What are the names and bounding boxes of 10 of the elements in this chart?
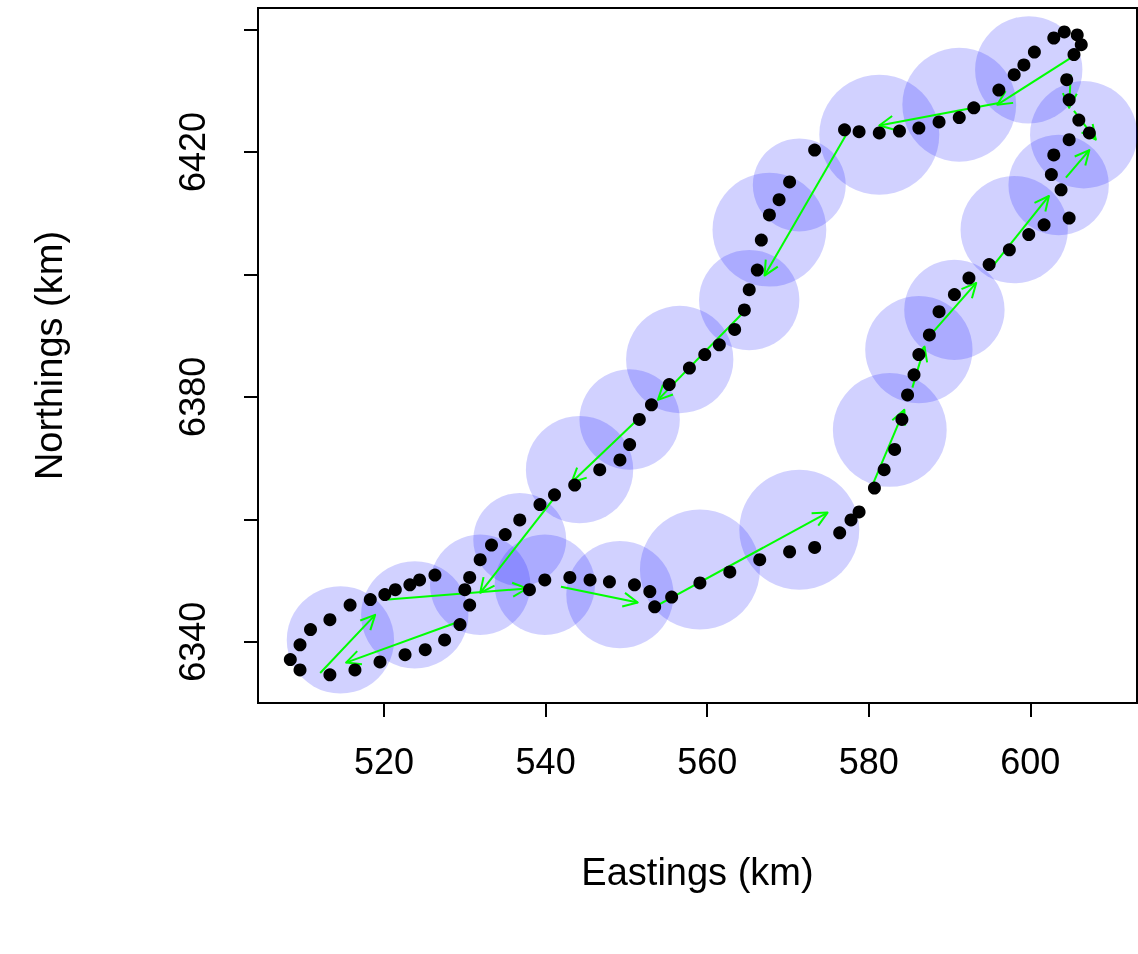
y-tick-label: 6340 xyxy=(171,601,213,682)
x-tick-label: 600 xyxy=(1000,740,1061,782)
x-tick-label: 540 xyxy=(515,740,576,782)
x-tick-label: 560 xyxy=(677,740,738,782)
x-tick-label: 580 xyxy=(838,740,899,782)
y-tick-label: 6380 xyxy=(171,356,213,437)
x-tick-label: 520 xyxy=(353,740,415,782)
y-tick-label: 6420 xyxy=(171,111,213,192)
y-axis-title: Northings (km) xyxy=(28,230,70,481)
x-axis-title: Eastings (km) xyxy=(581,851,814,893)
